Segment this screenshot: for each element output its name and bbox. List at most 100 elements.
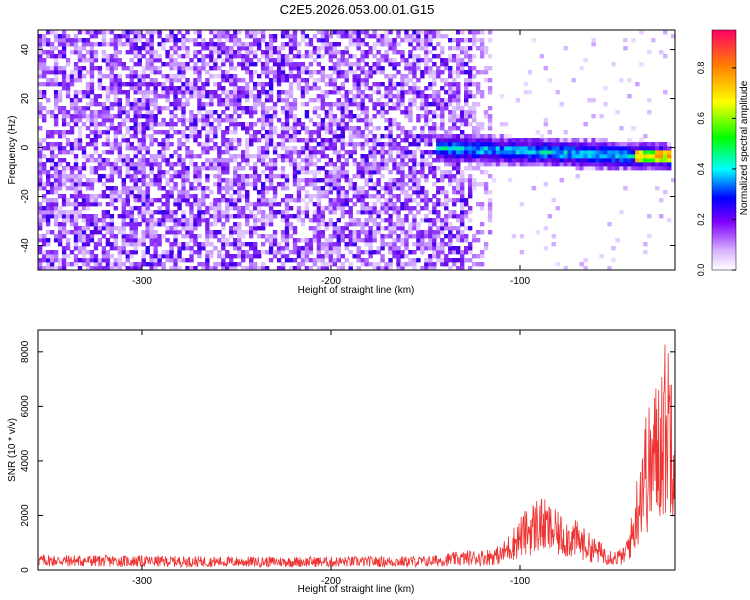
spectrogram-cell (121, 66, 126, 71)
spectrogram-cell (412, 226, 417, 231)
spectrogram-cell (113, 98, 119, 103)
spectrogram-cell (328, 190, 334, 195)
spectrogram-cell (440, 226, 445, 231)
spectrogram-cell (197, 66, 202, 71)
spectrogram-cell (424, 34, 429, 39)
spectrogram-cell (456, 38, 461, 43)
spectrogram-cell (181, 134, 186, 139)
spectrogram-cell (276, 94, 282, 99)
spectrogram-cell (249, 78, 254, 83)
spectrogram-cell (221, 118, 226, 123)
spectrogram-cell (364, 238, 369, 243)
spectrogram-cell (145, 126, 150, 131)
spectrogram-cell (583, 266, 588, 270)
spectrogram-cell (416, 230, 421, 235)
spectrogram-cell (185, 218, 190, 223)
spectrogram-cell (85, 186, 91, 191)
spectrogram-cell (276, 242, 282, 247)
spectrogram-cell (300, 166, 306, 171)
spectrogram-cell (591, 98, 596, 103)
spectrogram-cell (89, 70, 95, 75)
spectrogram-cell (348, 234, 353, 239)
spectrogram-cell (471, 238, 477, 243)
spectrogram-cell (320, 90, 326, 95)
spectrogram-cell (53, 218, 59, 223)
spectrogram-cell (487, 138, 493, 143)
spectrogram-cell (384, 166, 389, 171)
spectrogram-cell (38, 142, 43, 147)
spectrogram-cell (360, 78, 365, 83)
spectrogram-cell (300, 90, 306, 95)
spectrogram-cell (603, 86, 608, 91)
spectrogram-cell (233, 266, 238, 270)
spectrogram-cell (324, 182, 330, 187)
spectrogram-cell (420, 70, 425, 75)
spectrogram-cell (483, 154, 489, 159)
spectrogram-cell (340, 234, 345, 239)
spectrogram-cell (523, 146, 529, 151)
spectrogram-cell (217, 166, 222, 171)
spectrogram-cell (97, 102, 103, 107)
spectrogram-cell (320, 218, 326, 223)
spectrogram-cell (471, 102, 477, 107)
spectrogram-cell (93, 98, 99, 103)
spectrogram-cell (141, 166, 146, 171)
spectrogram-cell (412, 242, 417, 247)
spectrogram-cell (205, 162, 210, 167)
spectrogram-cell (316, 222, 322, 227)
spectrogram-cell (237, 190, 242, 195)
spectrogram-cell (643, 150, 648, 155)
spectrogram-cell (53, 46, 59, 51)
spectrogram-cell (85, 158, 91, 163)
spectrogram-cell (288, 234, 294, 239)
spectrogram-cell (388, 86, 393, 91)
spectrogram-cell (213, 46, 218, 51)
spectrogram-cell (264, 134, 270, 139)
spectrogram-cell (161, 74, 166, 79)
spectrogram-cell (304, 214, 310, 219)
spectrogram-cell (241, 254, 246, 259)
spectrogram-cell (336, 30, 341, 35)
spectrogram-cell (181, 234, 186, 239)
spectrogram-cell (225, 90, 230, 95)
spectrogram-cell (352, 74, 357, 79)
spectrogram-cell (81, 114, 87, 119)
spectrogram-cell (448, 182, 453, 187)
spectrogram-cell (623, 146, 628, 151)
spectrogram-cell (185, 234, 190, 239)
spectrogram-cell (233, 110, 238, 115)
spectrogram-cell (145, 198, 150, 203)
spectrogram-cell (93, 42, 99, 47)
spectrogram-cell (392, 238, 397, 243)
spectrogram-cell (205, 230, 210, 235)
spectrogram-cell (89, 250, 95, 255)
spectrogram-cell (129, 58, 134, 63)
spectrogram-cell (448, 74, 453, 79)
spectrogram-cell (89, 266, 95, 270)
spectrogram-cell (53, 142, 59, 147)
spectrogram-cell (141, 142, 146, 147)
spectrogram-cell (659, 158, 664, 163)
spectrogram-cell (396, 42, 401, 47)
spectrogram-cell (149, 166, 154, 171)
spectrogram-cell (133, 178, 138, 183)
spectrogram-cell (348, 154, 353, 159)
spectrogram-cell (420, 238, 425, 243)
spectrogram-cell (276, 82, 282, 87)
spectrogram-cell (424, 214, 429, 219)
spectrogram-cell (157, 218, 162, 223)
spectrogram-cell (404, 38, 409, 43)
spectrogram-cell (444, 106, 449, 111)
spectrogram-cell (320, 54, 326, 59)
spectrogram-cell (340, 102, 345, 107)
spectrogram-cell (241, 242, 246, 247)
spectrogram-cell (436, 226, 441, 231)
spectrogram-cell (372, 106, 377, 111)
spectrogram-cell (412, 250, 417, 255)
spectrogram-cell (463, 138, 469, 143)
spectrogram-cell (404, 58, 409, 63)
spectrogram-cell (229, 38, 234, 43)
spectrogram-cell (535, 150, 541, 155)
spectrogram-cell (133, 242, 138, 247)
spectrogram-cell (125, 174, 130, 179)
